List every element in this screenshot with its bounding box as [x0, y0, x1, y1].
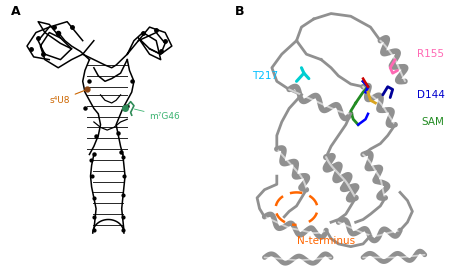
- Text: SAM: SAM: [421, 117, 445, 127]
- Text: D144: D144: [417, 90, 445, 100]
- Text: R155: R155: [418, 49, 445, 59]
- Text: B: B: [235, 5, 245, 18]
- Text: N-terminus: N-terminus: [297, 236, 355, 246]
- Text: A: A: [11, 5, 21, 18]
- Text: T217: T217: [252, 71, 278, 81]
- Text: s⁴U8: s⁴U8: [49, 91, 84, 105]
- Text: m⁷G46: m⁷G46: [135, 109, 180, 121]
